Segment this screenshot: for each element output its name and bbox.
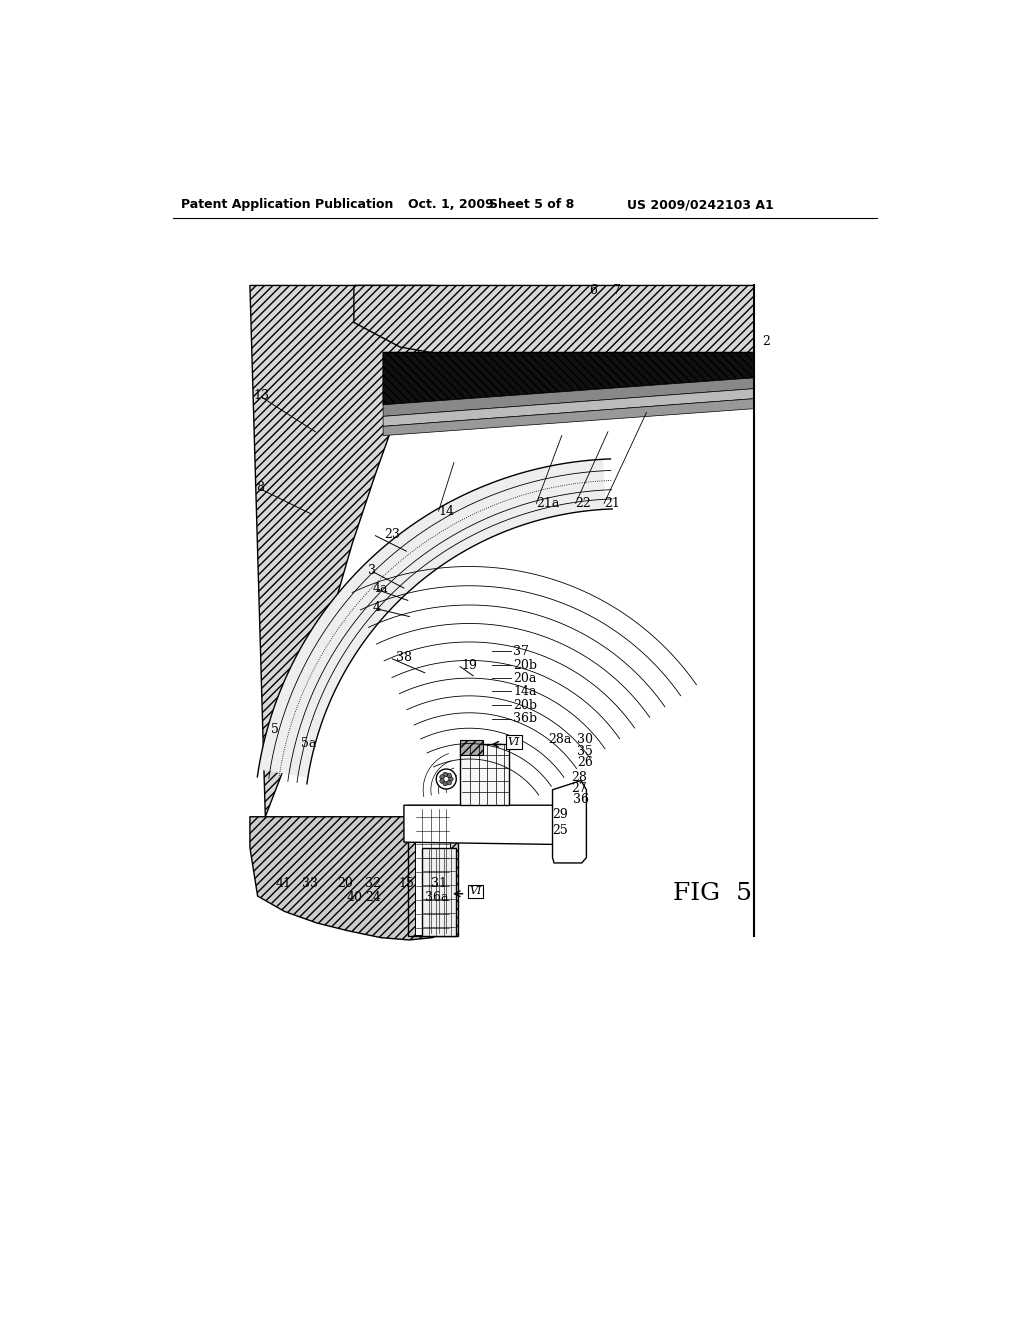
Polygon shape (354, 285, 755, 385)
Circle shape (439, 775, 444, 779)
Text: 40: 40 (346, 891, 362, 904)
Circle shape (446, 780, 452, 785)
Polygon shape (416, 808, 451, 935)
Text: 33: 33 (302, 878, 318, 890)
Text: 7: 7 (613, 284, 622, 297)
Text: VI: VI (469, 887, 481, 896)
Polygon shape (250, 285, 435, 817)
Text: 21a: 21a (537, 496, 560, 510)
Text: VI: VI (508, 737, 520, 747)
Text: 5a: 5a (301, 737, 316, 750)
Text: 31: 31 (431, 878, 446, 890)
Text: Oct. 1, 2009: Oct. 1, 2009 (408, 198, 494, 211)
Text: 15: 15 (398, 878, 415, 890)
Text: 32: 32 (366, 878, 381, 890)
Text: 25: 25 (553, 824, 568, 837)
Text: 20: 20 (337, 878, 353, 890)
Text: 4: 4 (373, 601, 381, 614)
Text: 4a: 4a (373, 582, 389, 594)
Text: 20a: 20a (513, 672, 537, 685)
Text: 24: 24 (366, 891, 381, 904)
Text: 14: 14 (438, 504, 455, 517)
Text: 28: 28 (571, 771, 587, 784)
Text: 37: 37 (513, 644, 529, 657)
Polygon shape (383, 388, 755, 426)
Polygon shape (383, 399, 755, 436)
Polygon shape (460, 743, 509, 805)
Text: US 2009/0242103 A1: US 2009/0242103 A1 (628, 198, 774, 211)
Polygon shape (383, 352, 755, 405)
Text: 22: 22 (575, 496, 592, 510)
Text: Patent Application Publication: Patent Application Publication (180, 198, 393, 211)
Circle shape (436, 770, 457, 789)
Circle shape (439, 779, 444, 783)
Text: 23: 23 (385, 528, 400, 541)
Text: 29: 29 (553, 808, 568, 821)
Text: 26: 26 (578, 756, 593, 770)
Text: 3: 3 (368, 564, 376, 577)
Polygon shape (250, 817, 454, 940)
Text: 36b: 36b (513, 713, 538, 726)
Text: 36: 36 (573, 792, 589, 805)
Text: FIG  5: FIG 5 (674, 882, 753, 906)
Polygon shape (383, 378, 755, 416)
Text: 20b: 20b (513, 698, 538, 711)
Text: 6: 6 (589, 284, 597, 297)
Polygon shape (258, 459, 606, 777)
Text: 2: 2 (762, 335, 770, 348)
Circle shape (443, 772, 447, 777)
Polygon shape (403, 805, 560, 845)
Text: 19: 19 (462, 659, 477, 672)
Polygon shape (422, 847, 457, 936)
Polygon shape (408, 805, 458, 936)
Text: 13: 13 (254, 389, 269, 403)
Text: 38: 38 (396, 651, 413, 664)
Text: 20b: 20b (513, 659, 538, 672)
Circle shape (443, 781, 447, 785)
Text: 21: 21 (604, 496, 620, 510)
Text: 14a: 14a (513, 685, 537, 698)
Text: 28a: 28a (549, 733, 572, 746)
Text: 30: 30 (578, 733, 593, 746)
Text: 35: 35 (578, 744, 593, 758)
Text: Sheet 5 of 8: Sheet 5 of 8 (488, 198, 573, 211)
Text: 41: 41 (275, 878, 291, 890)
Circle shape (449, 776, 454, 781)
Text: 27: 27 (571, 781, 587, 795)
Circle shape (446, 774, 452, 777)
Polygon shape (553, 780, 587, 863)
Polygon shape (460, 739, 483, 755)
Text: 36a: 36a (425, 891, 449, 904)
Text: 5: 5 (270, 723, 279, 737)
Text: 8: 8 (256, 482, 264, 495)
